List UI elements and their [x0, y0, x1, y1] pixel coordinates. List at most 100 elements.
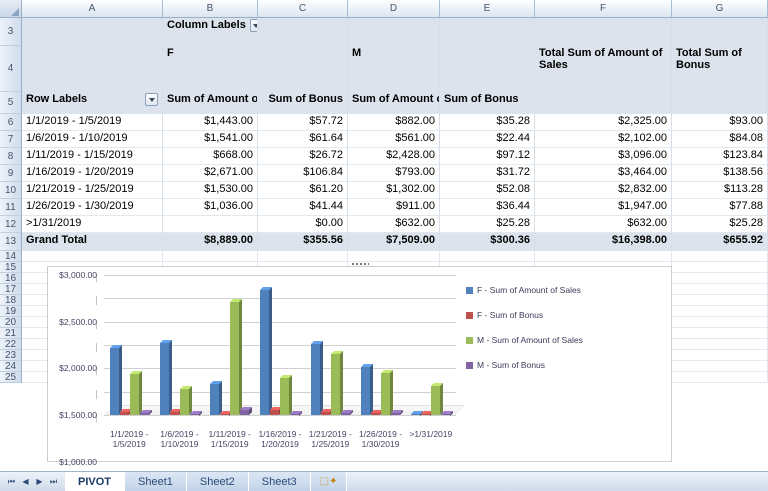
- pivot-blank-d3[interactable]: [348, 18, 440, 46]
- chart-bar[interactable]: [320, 409, 333, 415]
- chart-resize-handle[interactable]: [350, 262, 369, 267]
- legend-item[interactable]: M - Sum of Bonus: [466, 360, 666, 370]
- pivot-blank-c3[interactable]: [258, 18, 348, 46]
- f-bonus-value[interactable]: $106.84: [258, 165, 348, 182]
- m-sales-value[interactable]: $632.00: [348, 216, 440, 233]
- total-bonus-value[interactable]: $84.08: [672, 131, 768, 148]
- grid-cell[interactable]: [672, 306, 768, 317]
- total-sales-value[interactable]: $2,832.00: [535, 182, 672, 199]
- chart-bar[interactable]: [340, 409, 353, 415]
- row-header-10[interactable]: 10: [0, 182, 22, 199]
- group-m-header[interactable]: M: [348, 46, 440, 92]
- m-bonus-value[interactable]: $35.28: [440, 114, 535, 131]
- group-f-header[interactable]: F: [163, 46, 258, 92]
- grid-cell[interactable]: [258, 251, 348, 262]
- row-header-14[interactable]: 14: [0, 251, 22, 262]
- grand-total-f-sales[interactable]: $8,889.00: [163, 233, 258, 251]
- f-sales-value[interactable]: $1,530.00: [163, 182, 258, 199]
- chart-bar[interactable]: [270, 407, 283, 415]
- f-bonus-value[interactable]: $57.72: [258, 114, 348, 131]
- grid-cell[interactable]: [672, 350, 768, 361]
- row-header-3[interactable]: 3: [0, 18, 22, 46]
- chart-bar[interactable]: [310, 340, 323, 415]
- chart-bar[interactable]: [431, 382, 444, 415]
- chart-bar[interactable]: [230, 298, 243, 415]
- total-sales-value[interactable]: $3,096.00: [535, 148, 672, 165]
- chart-bar[interactable]: [260, 287, 273, 415]
- chart-bar[interactable]: [240, 407, 253, 415]
- grid-cell[interactable]: [22, 251, 163, 262]
- column-header-g[interactable]: G: [672, 0, 768, 18]
- column-header-c[interactable]: C: [258, 0, 348, 18]
- chart-bar[interactable]: [441, 410, 454, 415]
- row-header-18[interactable]: 18: [0, 295, 22, 306]
- grid-cell[interactable]: [672, 273, 768, 284]
- total-bonus-value[interactable]: $25.28: [672, 216, 768, 233]
- grid-cell[interactable]: [672, 361, 768, 372]
- chart-bar[interactable]: [179, 385, 192, 415]
- row-label[interactable]: 1/1/2019 - 1/5/2019: [22, 114, 163, 131]
- chart-legend[interactable]: F - Sum of Amount of Sales F - Sum of Bon…: [466, 285, 666, 385]
- chart-bar[interactable]: [421, 410, 434, 415]
- row-header-25[interactable]: 25: [0, 372, 22, 383]
- total-bonus-value[interactable]: $123.84: [672, 148, 768, 165]
- select-all-corner[interactable]: [0, 0, 22, 18]
- first-icon[interactable]: ⏮: [7, 476, 16, 486]
- chart-bar[interactable]: [290, 410, 303, 415]
- m-bonus-value[interactable]: $31.72: [440, 165, 535, 182]
- row-header-8[interactable]: 8: [0, 148, 22, 165]
- row-header-7[interactable]: 7: [0, 131, 22, 148]
- chart-bar[interactable]: [109, 344, 122, 415]
- sheet-nav-buttons[interactable]: ⏮ ◀ ▶ ⏭: [0, 474, 65, 489]
- chart-bar[interactable]: [119, 409, 132, 415]
- chart-bar[interactable]: [361, 363, 374, 415]
- m-bonus-subheader[interactable]: Sum of Bonus: [440, 92, 535, 114]
- grand-total-sales[interactable]: $16,398.00: [535, 233, 672, 251]
- chart-bar[interactable]: [371, 410, 384, 415]
- total-sales-value[interactable]: $2,102.00: [535, 131, 672, 148]
- row-header-11[interactable]: 11: [0, 199, 22, 216]
- legend-item[interactable]: F - Sum of Bonus: [466, 310, 666, 320]
- grid-cell[interactable]: [672, 262, 768, 273]
- filter-dropdown-button[interactable]: [145, 93, 158, 106]
- column-header-e[interactable]: E: [440, 0, 535, 18]
- sheet-tab-sheet2[interactable]: Sheet2: [186, 472, 249, 491]
- chart-bar[interactable]: [381, 369, 394, 415]
- total-bonus-value[interactable]: $138.56: [672, 165, 768, 182]
- chart-bar[interactable]: [330, 351, 343, 415]
- grand-total-m-sales[interactable]: $7,509.00: [348, 233, 440, 251]
- m-sales-value[interactable]: $2,428.00: [348, 148, 440, 165]
- grand-total-label[interactable]: Grand Total: [22, 233, 163, 251]
- total-bonus-header[interactable]: Total Sum of Bonus: [672, 46, 768, 92]
- f-sales-value[interactable]: $2,671.00: [163, 165, 258, 182]
- pivot-blank-e3[interactable]: [440, 18, 535, 46]
- filter-dropdown-button[interactable]: [249, 19, 257, 32]
- row-header-13[interactable]: 13: [0, 233, 22, 251]
- grid-cell[interactable]: [348, 251, 440, 262]
- column-labels-cell[interactable]: Column Labels: [163, 18, 258, 46]
- row-header-17[interactable]: 17: [0, 284, 22, 295]
- pivot-blank-f3[interactable]: [535, 18, 672, 46]
- chart-bar[interactable]: [391, 410, 404, 415]
- pivot-blank-g3[interactable]: [672, 18, 768, 46]
- grid-cell[interactable]: [163, 251, 258, 262]
- f-bonus-value[interactable]: $0.00: [258, 216, 348, 233]
- m-bonus-value[interactable]: $97.12: [440, 148, 535, 165]
- row-label[interactable]: 1/16/2019 - 1/20/2019: [22, 165, 163, 182]
- chart-bar[interactable]: [280, 375, 293, 415]
- last-icon[interactable]: ⏭: [49, 476, 58, 486]
- m-sales-value[interactable]: $911.00: [348, 199, 440, 216]
- legend-item[interactable]: F - Sum of Amount of Sales: [466, 285, 666, 295]
- row-header-12[interactable]: 12: [0, 216, 22, 233]
- column-header-d[interactable]: D: [348, 0, 440, 18]
- m-sales-value[interactable]: $561.00: [348, 131, 440, 148]
- pivot-blank-a3[interactable]: [22, 18, 163, 46]
- row-header-19[interactable]: 19: [0, 306, 22, 317]
- f-sales-value[interactable]: $668.00: [163, 148, 258, 165]
- grid-cell[interactable]: [672, 328, 768, 339]
- grand-total-bonus[interactable]: $655.92: [672, 233, 768, 251]
- row-label[interactable]: 1/6/2019 - 1/10/2019: [22, 131, 163, 148]
- m-bonus-value[interactable]: $52.08: [440, 182, 535, 199]
- total-sales-value[interactable]: $1,947.00: [535, 199, 672, 216]
- grid-cell[interactable]: [672, 317, 768, 328]
